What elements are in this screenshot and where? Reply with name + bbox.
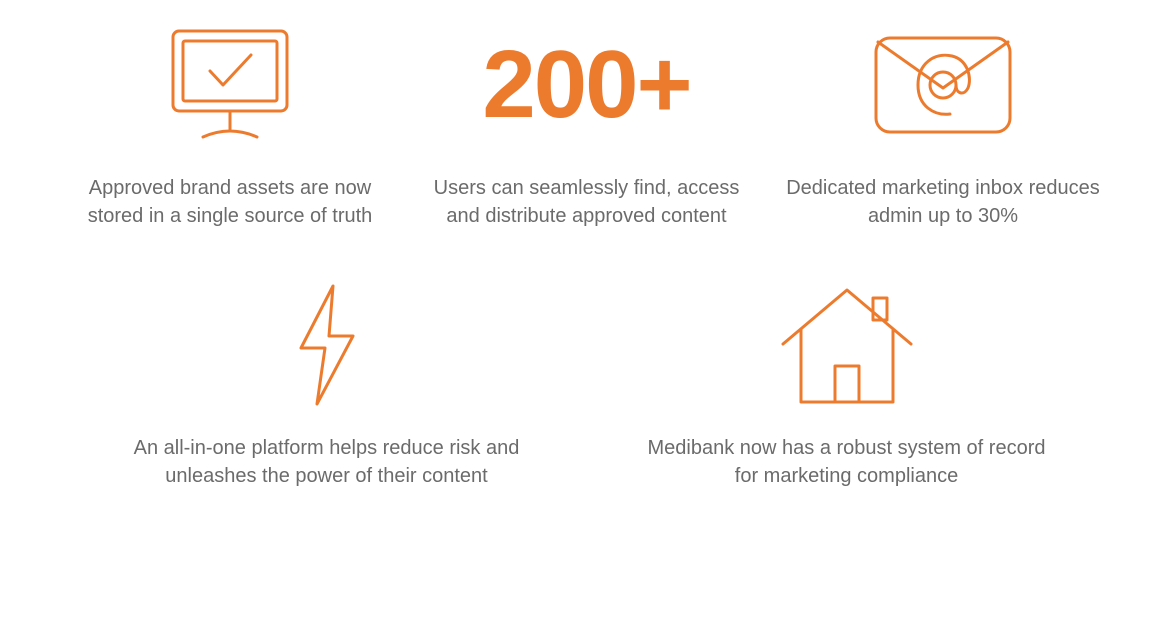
infographic-container: Approved brand assets are now stored in … [0, 0, 1173, 622]
row-bottom: An all-in-one platform helps reduce risk… [70, 280, 1103, 490]
monitor-check-icon [165, 20, 295, 150]
envelope-at-icon [868, 20, 1018, 150]
house-icon [777, 280, 917, 410]
caption-house: Medibank now has a robust system of reco… [647, 434, 1047, 490]
item-monitor: Approved brand assets are now stored in … [70, 20, 390, 230]
item-inbox: Dedicated marketing inbox reduces admin … [783, 20, 1103, 230]
caption-users: Users can seamlessly find, access and di… [427, 174, 747, 230]
big-number-value: 200+ [482, 37, 690, 133]
lightning-bolt-icon [287, 280, 367, 410]
row-top: Approved brand assets are now stored in … [70, 20, 1103, 230]
item-bolt: An all-in-one platform helps reduce risk… [127, 280, 527, 490]
item-users: 200+ Users can seamlessly find, access a… [427, 20, 747, 230]
caption-monitor: Approved brand assets are now stored in … [70, 174, 390, 230]
caption-inbox: Dedicated marketing inbox reduces admin … [783, 174, 1103, 230]
big-number: 200+ [482, 20, 690, 150]
item-house: Medibank now has a robust system of reco… [647, 280, 1047, 490]
caption-bolt: An all-in-one platform helps reduce risk… [127, 434, 527, 490]
